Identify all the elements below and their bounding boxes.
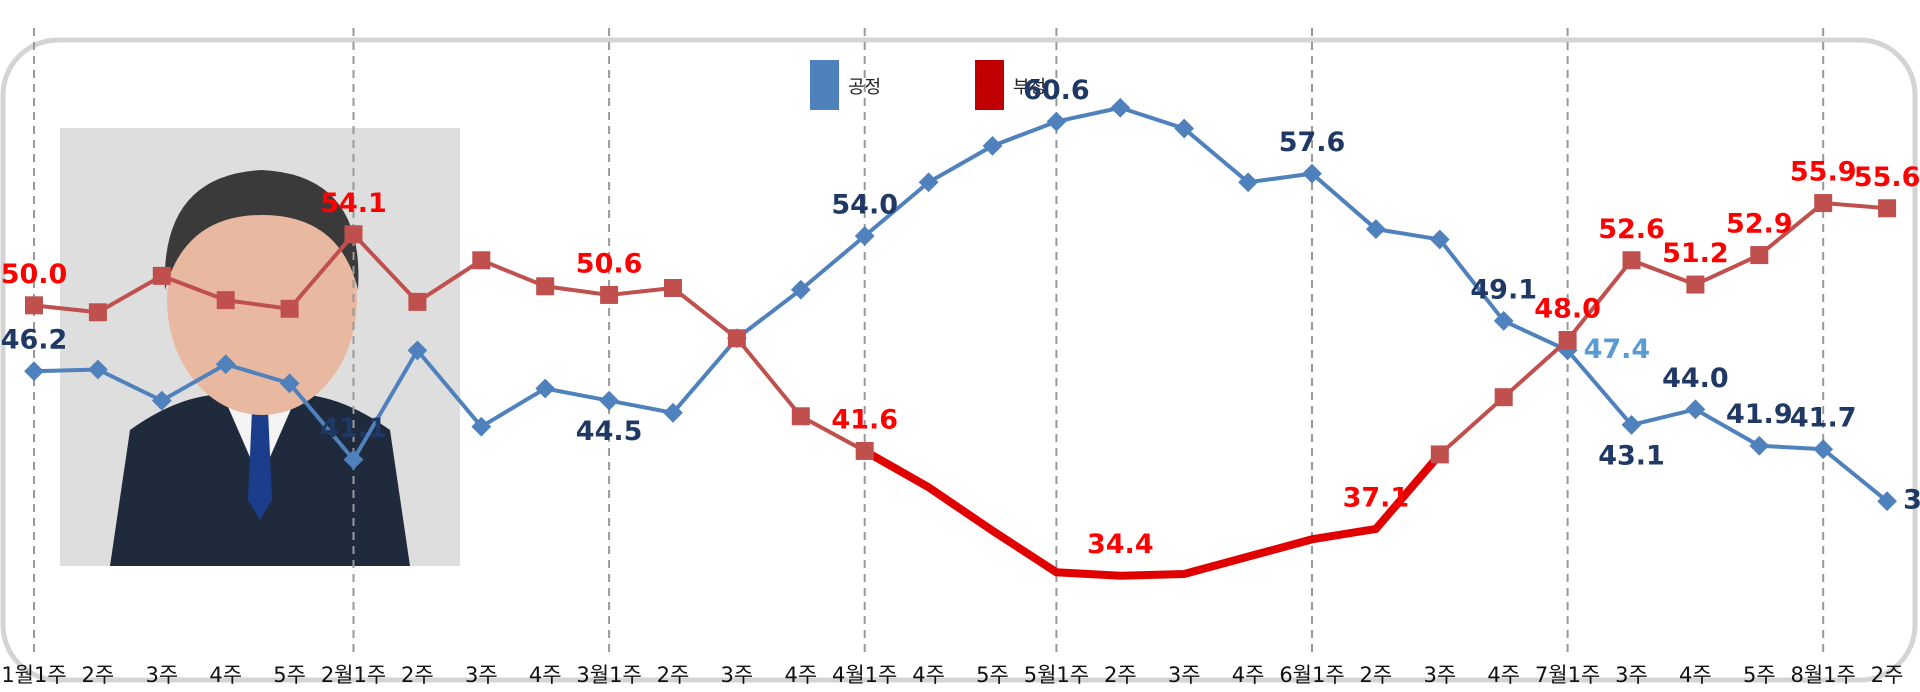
x-tick-label: 3주 [721, 663, 754, 687]
x-tick-label: 4주 [1679, 663, 1712, 687]
data-label: 46.2 [1, 325, 68, 356]
data-label: 44.0 [1662, 363, 1729, 394]
x-tick-label: 6월1주 [1279, 663, 1344, 687]
marker [1495, 388, 1513, 406]
data-label: 50.6 [576, 248, 643, 279]
marker [281, 300, 299, 318]
marker [89, 303, 107, 321]
page: {"chart_data": {"type": "line", "categor… [0, 0, 1920, 692]
x-tick-label: 3주 [1168, 663, 1201, 687]
data-label: 52.6 [1598, 214, 1665, 245]
x-tick-label: 4주 [1232, 663, 1265, 687]
marker [1110, 98, 1130, 118]
marker [1623, 251, 1641, 269]
x-tick-label: 4주 [1487, 663, 1520, 687]
marker [1047, 112, 1067, 132]
x-tick-label: 4주 [784, 663, 817, 687]
marker [536, 277, 554, 295]
data-label: 52.9 [1726, 209, 1793, 240]
marker [1750, 246, 1768, 264]
x-tick-label: 5주 [273, 663, 306, 687]
x-tick-label: 2월1주 [321, 663, 386, 687]
marker [408, 293, 426, 311]
x-tick-label: 2주 [1360, 663, 1393, 687]
data-label: 54.1 [320, 188, 387, 219]
x-tick-label: 1월1주 [1, 663, 66, 687]
marker [600, 286, 618, 304]
data-label: 44.5 [576, 416, 643, 447]
x-tick-label: 2주 [401, 663, 434, 687]
x-tick-label: 3주 [1615, 663, 1648, 687]
marker [1686, 276, 1704, 294]
x-tick-label: 5주 [976, 663, 1009, 687]
marker [856, 442, 874, 460]
marker [1686, 399, 1706, 419]
data-label: 57.6 [1279, 127, 1346, 158]
marker [664, 279, 682, 297]
marker [1878, 199, 1896, 217]
marker [24, 361, 44, 381]
x-tick-label: 5주 [1743, 663, 1776, 687]
marker [153, 267, 171, 285]
legend-swatch [810, 60, 839, 110]
data-label: 41.9 [1726, 399, 1793, 430]
data-label: 38.7 [1903, 485, 1920, 516]
marker [1431, 445, 1449, 463]
data-label: 60.6 [1023, 75, 1090, 106]
marker [792, 407, 810, 425]
x-tick-label: 2주 [657, 663, 690, 687]
marker [1749, 436, 1769, 456]
data-label: 48.0 [1534, 294, 1601, 325]
x-tick-label: 4주 [912, 663, 945, 687]
data-label: 47.4 [1584, 334, 1651, 365]
marker [345, 225, 363, 243]
legend-swatch [975, 60, 1004, 110]
x-tick-label: 7월1주 [1535, 663, 1600, 687]
photo [60, 128, 460, 566]
data-label: 41.7 [1790, 403, 1857, 434]
data-label: 41.6 [831, 404, 898, 435]
marker [728, 329, 746, 347]
x-tick-label: 8월1주 [1791, 663, 1856, 687]
x-tick-label: 5월1주 [1024, 663, 1089, 687]
x-tick-label: 4월1주 [832, 663, 897, 687]
data-label: 49.1 [1470, 274, 1537, 305]
x-tick-label: 4주 [209, 663, 242, 687]
data-label: 55.9 [1790, 157, 1857, 188]
marker [472, 251, 490, 269]
data-label: 34.4 [1087, 529, 1154, 560]
marker [599, 391, 619, 411]
data-label: 43.1 [1598, 440, 1665, 471]
marker [217, 291, 235, 309]
x-tick-label: 3주 [465, 663, 498, 687]
data-label: 51.2 [1662, 238, 1729, 269]
x-tick-label: 2주 [1871, 663, 1904, 687]
x-tick-label: 2주 [1104, 663, 1137, 687]
marker [1814, 194, 1832, 212]
data-label: 54.0 [831, 190, 898, 221]
chart: 공정부정 1월1주 2주 3주 4주 5주 2월1주 2주 3주 4주 3월1주 2주 3주 4주 4월1… [0, 0, 1920, 692]
marker [535, 379, 555, 399]
data-label: 55.6 [1854, 162, 1920, 193]
x-tick-label: 3월1주 [576, 663, 641, 687]
x-tick-label: 3주 [145, 663, 178, 687]
marker [983, 136, 1003, 156]
data-label: 37.1 [1343, 482, 1410, 513]
marker [1559, 331, 1577, 349]
x-tick-label: 3주 [1423, 663, 1456, 687]
data-label: 50.0 [1, 259, 68, 290]
data-label: 41.1 [320, 413, 387, 444]
x-tick-label: 2주 [82, 663, 115, 687]
marker [25, 296, 43, 314]
x-tick-label: 4주 [529, 663, 562, 687]
